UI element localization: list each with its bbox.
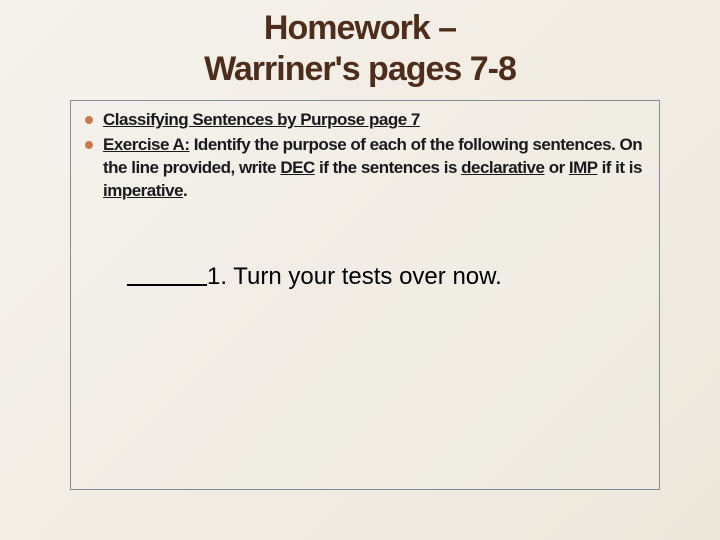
question-line: 1. Turn your tests over now. [127,263,645,291]
bullet-item: Exercise A: Identify the purpose of each… [85,134,645,203]
slide-title: Homework – Warriner's pages 7-8 [0,0,720,90]
bullet-dot-icon [85,141,93,149]
question-number: 1. [207,263,227,290]
title-line-2: Warriner's pages 7-8 [0,49,720,90]
bullet-text: Exercise A: Identify the purpose of each… [103,134,645,203]
title-line-1: Homework – [0,8,720,49]
bullet-item: Classifying Sentences by Purpose page 7 [85,109,645,132]
answer-blank [127,284,207,286]
bullet-dot-icon [85,116,93,124]
bullet-text: Classifying Sentences by Purpose page 7 [103,109,420,132]
question-text: Turn your tests over now. [233,263,502,290]
content-box: Classifying Sentences by Purpose page 7 … [70,100,660,490]
